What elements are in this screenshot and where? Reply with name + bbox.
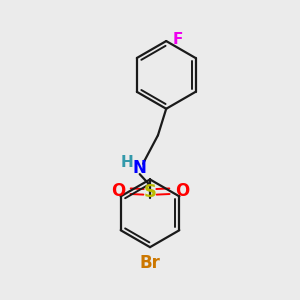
- Text: N: N: [133, 159, 147, 177]
- Text: H: H: [121, 155, 134, 170]
- Text: S: S: [143, 183, 157, 201]
- Text: Br: Br: [140, 254, 160, 272]
- Text: F: F: [173, 32, 183, 47]
- Text: O: O: [175, 182, 189, 200]
- Text: O: O: [111, 182, 125, 200]
